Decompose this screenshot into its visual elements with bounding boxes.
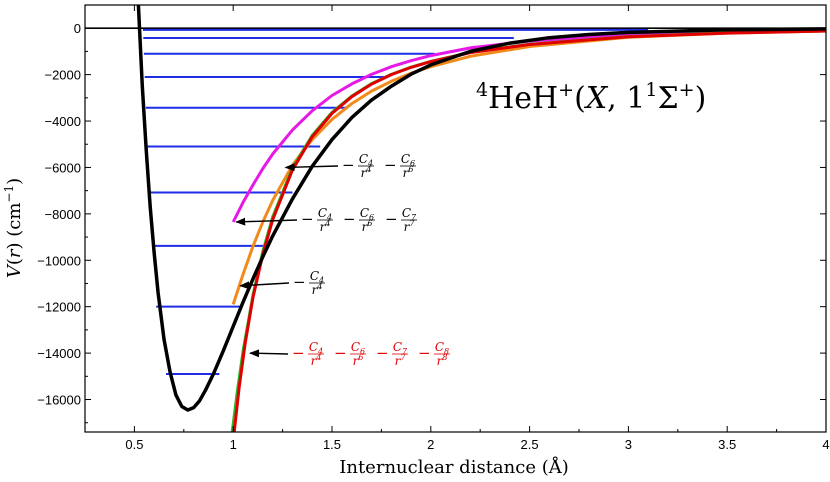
formula-denominator: r6 — [362, 219, 373, 234]
formula-sign: − — [384, 156, 397, 174]
formula-numerator: C7 — [402, 206, 417, 222]
x-tick-label: 2.5 — [521, 437, 539, 452]
formula-denominator: r4 — [320, 219, 331, 234]
formula-denominator: r7 — [404, 219, 416, 234]
formula-sign: − — [376, 344, 389, 362]
y-tick-label: −2000 — [44, 68, 81, 83]
annotation-arrow — [284, 163, 339, 172]
formula-numerator: C4 — [309, 340, 323, 356]
formula-sign: − — [342, 156, 355, 174]
axis-ticks: 0.5 1 1.5 2 2.5 3 3.5 4 0 −2000 −4000 −6000 −8000 −10… — [37, 5, 830, 452]
x-tick-label: 1 — [230, 437, 237, 452]
chart-title: 4HeH+(X, 11Σ+) — [476, 79, 706, 116]
formula-numerator: C6 — [401, 152, 415, 168]
plot-frame — [84, 4, 827, 433]
formula-sign: − — [292, 344, 305, 362]
x-tick-label: 2 — [427, 437, 434, 452]
x-tick-label: 3 — [625, 437, 632, 452]
formula-sign: − — [385, 210, 398, 228]
long-range-series-1 — [231, 29, 826, 305]
formula-denominator: r7 — [395, 353, 407, 368]
formula-denominator: r6 — [403, 165, 414, 180]
x-tick-label: 4 — [822, 437, 829, 452]
y-tick-label: −14000 — [37, 346, 81, 361]
long-range-series-3 — [232, 29, 826, 432]
x-axis-label: Internuclear distance (Å) — [339, 456, 569, 478]
formula-denominator: r4 — [312, 282, 323, 297]
formula-numerator: C4 — [310, 269, 324, 285]
formula-sign: − — [293, 273, 306, 291]
annotation-arrow — [249, 349, 289, 358]
formula-numerator: C6 — [351, 340, 365, 356]
formula-numerator: C4 — [359, 152, 373, 168]
y-tick-label: −10000 — [37, 253, 81, 268]
formula-denominator: r6 — [353, 353, 364, 368]
y-tick-label: −16000 — [37, 393, 81, 408]
formula-numerator: C4 — [318, 206, 332, 222]
y-tick-label: −6000 — [44, 160, 81, 175]
formula-numerator: C6 — [360, 206, 374, 222]
formula-sign: − — [334, 344, 347, 362]
formula-denominator: r4 — [311, 353, 322, 368]
long-range-series-0 — [231, 28, 826, 223]
annotation-arrow — [239, 281, 290, 290]
x-tick-label: 1.5 — [323, 437, 341, 452]
y-tick-label: −12000 — [37, 300, 81, 315]
plot-area — [85, 5, 826, 432]
formula-denominator: r8 — [437, 353, 448, 368]
y-tick-label: −8000 — [44, 207, 81, 222]
x-tick-label: 3.5 — [718, 437, 736, 452]
y-axis-label: V(r) (cm−1) — [2, 178, 25, 278]
formula-denominator: r4 — [361, 165, 372, 180]
potential-curve — [136, 5, 826, 412]
formula-sign: − — [418, 344, 431, 362]
formula-sign: − — [343, 210, 356, 228]
x-tick-label: 0.5 — [125, 437, 143, 452]
formula-numerator: C8 — [435, 340, 449, 356]
formula-sign: − — [301, 210, 314, 228]
annotation-arrow — [235, 217, 298, 226]
y-tick-label: 0 — [74, 21, 81, 36]
y-tick-label: −4000 — [44, 114, 81, 129]
formula-numerator: C7 — [393, 340, 408, 356]
